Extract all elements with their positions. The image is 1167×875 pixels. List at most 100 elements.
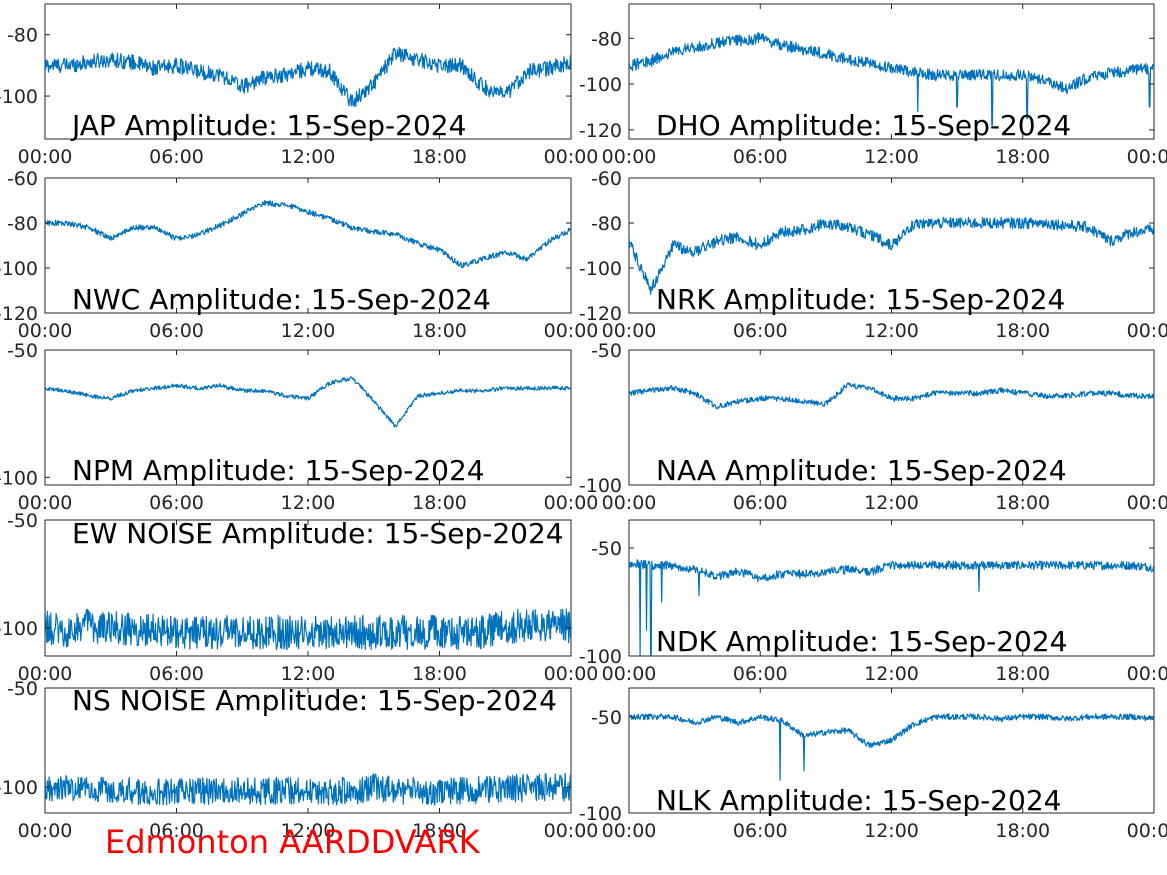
panel-title: NAA Amplitude: 15-Sep-2024 bbox=[656, 454, 1067, 487]
y-tick-label: -50 bbox=[591, 340, 622, 362]
amplitude-trace bbox=[45, 608, 571, 651]
x-tick-label: 00:00 bbox=[602, 663, 657, 685]
x-tick-label: 12:00 bbox=[864, 820, 919, 842]
x-tick-label: 00:00 bbox=[544, 663, 599, 685]
y-tick-label: -100 bbox=[0, 86, 38, 108]
panel-title: NPM Amplitude: 15-Sep-2024 bbox=[72, 454, 485, 487]
x-tick-label: 00:00 bbox=[602, 320, 657, 342]
amplitude-trace bbox=[629, 32, 1154, 126]
x-tick-label: 18:00 bbox=[995, 492, 1050, 514]
panel-ns-noise: 00:00 06:00 12:00 18:00 00:00 -50 -100 NS NOISE… bbox=[0, 678, 598, 842]
y-tick-label: -120 bbox=[579, 303, 622, 325]
y-tick-label: -100 bbox=[579, 74, 622, 96]
x-tick-label: 06:00 bbox=[149, 663, 204, 685]
x-tick-label: 00:00 bbox=[544, 146, 599, 168]
panel-ndk: 00:00 06:00 12:00 18:00 00:00 -50 -100 NDK Ampl… bbox=[579, 519, 1167, 685]
x-tick-label: 18:00 bbox=[995, 320, 1050, 342]
x-tick-label: 00:00 bbox=[1127, 320, 1167, 342]
x-tick-label: 00:00 bbox=[1127, 820, 1167, 842]
panel-naa: 00:00 06:00 12:00 18:00 00:00 -50 -100 NAA Ampl… bbox=[579, 340, 1167, 514]
panel-nrk: 00:00 06:00 12:00 18:00 00:00 -60 -80 -100 -120 N… bbox=[579, 168, 1167, 342]
x-tick-label: 00:00 bbox=[18, 820, 73, 842]
amplitude-trace bbox=[45, 46, 571, 108]
panel-title: NLK Amplitude: 15-Sep-2024 bbox=[656, 784, 1062, 817]
x-tick-label: 12:00 bbox=[864, 492, 919, 514]
x-tick-label: 00:00 bbox=[1127, 146, 1167, 168]
x-tick-label: 12:00 bbox=[281, 320, 336, 342]
y-tick-label: -100 bbox=[0, 777, 38, 799]
x-tick-label: 12:00 bbox=[864, 146, 919, 168]
x-tick-label: 18:00 bbox=[995, 663, 1050, 685]
amplitude-trace bbox=[629, 382, 1154, 410]
panel-title: NS NOISE Amplitude: 15-Sep-2024 bbox=[72, 684, 557, 717]
plot-frame bbox=[628, 687, 1155, 814]
panel-nwc: 00:00 06:00 12:00 18:00 00:00 -60 -80 -100 -120 N… bbox=[0, 168, 598, 342]
y-tick-label: -100 bbox=[579, 803, 622, 825]
y-tick-label: -50 bbox=[7, 510, 38, 532]
y-tick-label: -100 bbox=[579, 646, 622, 668]
x-tick-label: 18:00 bbox=[412, 492, 467, 514]
x-tick-label: 00:00 bbox=[18, 663, 73, 685]
y-tick-label: -80 bbox=[591, 213, 622, 235]
plot-frame bbox=[44, 349, 572, 486]
x-tick-label: 18:00 bbox=[995, 146, 1050, 168]
amplitude-trace bbox=[629, 559, 1154, 656]
x-tick-label: 06:00 bbox=[149, 146, 204, 168]
panel-ew-noise: 00:00 06:00 12:00 18:00 00:00 -50 -100 EW NOISE… bbox=[0, 510, 598, 685]
x-tick-label: 00:00 bbox=[544, 320, 599, 342]
plot-frame bbox=[628, 519, 1155, 657]
x-tick-label: 18:00 bbox=[412, 146, 467, 168]
y-tick-label: -100 bbox=[0, 618, 38, 640]
x-tick-label: 12:00 bbox=[281, 146, 336, 168]
panel-title: NDK Amplitude: 15-Sep-2024 bbox=[656, 625, 1067, 658]
x-tick-label: 00:00 bbox=[18, 146, 73, 168]
panel-title: NRK Amplitude: 15-Sep-2024 bbox=[656, 283, 1065, 316]
plot-frame bbox=[628, 177, 1155, 314]
x-tick-label: 18:00 bbox=[412, 663, 467, 685]
panel-title: JAP Amplitude: 15-Sep-2024 bbox=[70, 109, 466, 142]
panel-npm: 00:00 06:00 12:00 18:00 00:00 -50 -100 NPM Ampl… bbox=[0, 340, 598, 514]
y-tick-label: -100 bbox=[0, 467, 38, 489]
amplitude-trace bbox=[45, 376, 571, 428]
x-tick-label: 06:00 bbox=[733, 146, 788, 168]
y-tick-label: -100 bbox=[579, 258, 622, 280]
x-tick-label: 00:00 bbox=[544, 820, 599, 842]
x-tick-label: 00:00 bbox=[602, 492, 657, 514]
x-tick-label: 00:00 bbox=[18, 492, 73, 514]
amplitude-trace bbox=[629, 713, 1154, 781]
x-tick-label: 00:00 bbox=[1127, 492, 1167, 514]
amplitude-trace bbox=[45, 772, 571, 806]
panel-jap: 00:00 06:00 12:00 18:00 00:00 -80 -100 JAP Ampl… bbox=[0, 3, 599, 168]
y-tick-label: -80 bbox=[7, 213, 38, 235]
y-tick-label: -50 bbox=[591, 538, 622, 560]
x-tick-label: 18:00 bbox=[412, 820, 467, 842]
y-tick-label: -50 bbox=[7, 678, 38, 700]
panel-title: DHO Amplitude: 15-Sep-2024 bbox=[656, 109, 1071, 142]
y-tick-label: -120 bbox=[0, 303, 38, 325]
y-tick-label: -120 bbox=[579, 120, 622, 142]
plot-frame bbox=[44, 3, 572, 140]
x-tick-label: 06:00 bbox=[733, 492, 788, 514]
x-tick-label: 06:00 bbox=[733, 320, 788, 342]
x-tick-label: 00:00 bbox=[18, 320, 73, 342]
y-tick-label: -80 bbox=[591, 28, 622, 50]
y-tick-label: -50 bbox=[7, 340, 38, 362]
y-tick-label: -60 bbox=[7, 168, 38, 190]
y-tick-label: -80 bbox=[7, 25, 38, 47]
panel-title: EW NOISE Amplitude: 15-Sep-2024 bbox=[72, 517, 564, 550]
x-tick-label: 18:00 bbox=[995, 820, 1050, 842]
x-tick-label: 06:00 bbox=[733, 820, 788, 842]
x-tick-label: 00:00 bbox=[1127, 663, 1167, 685]
x-tick-label: 12:00 bbox=[281, 492, 336, 514]
y-tick-label: -100 bbox=[0, 258, 38, 280]
x-tick-label: 18:00 bbox=[412, 320, 467, 342]
x-tick-label: 06:00 bbox=[733, 663, 788, 685]
x-tick-label: 12:00 bbox=[864, 320, 919, 342]
panel-nlk: 00:00 06:00 12:00 18:00 00:00 -50 -100 NLK Ampl… bbox=[579, 687, 1167, 842]
amplitude-trace bbox=[45, 199, 571, 269]
x-tick-label: 12:00 bbox=[281, 663, 336, 685]
y-tick-label: -60 bbox=[591, 168, 622, 190]
y-tick-label: -50 bbox=[591, 707, 622, 729]
panel-title: NWC Amplitude: 15-Sep-2024 bbox=[72, 283, 491, 316]
amplitude-trace bbox=[629, 216, 1154, 295]
